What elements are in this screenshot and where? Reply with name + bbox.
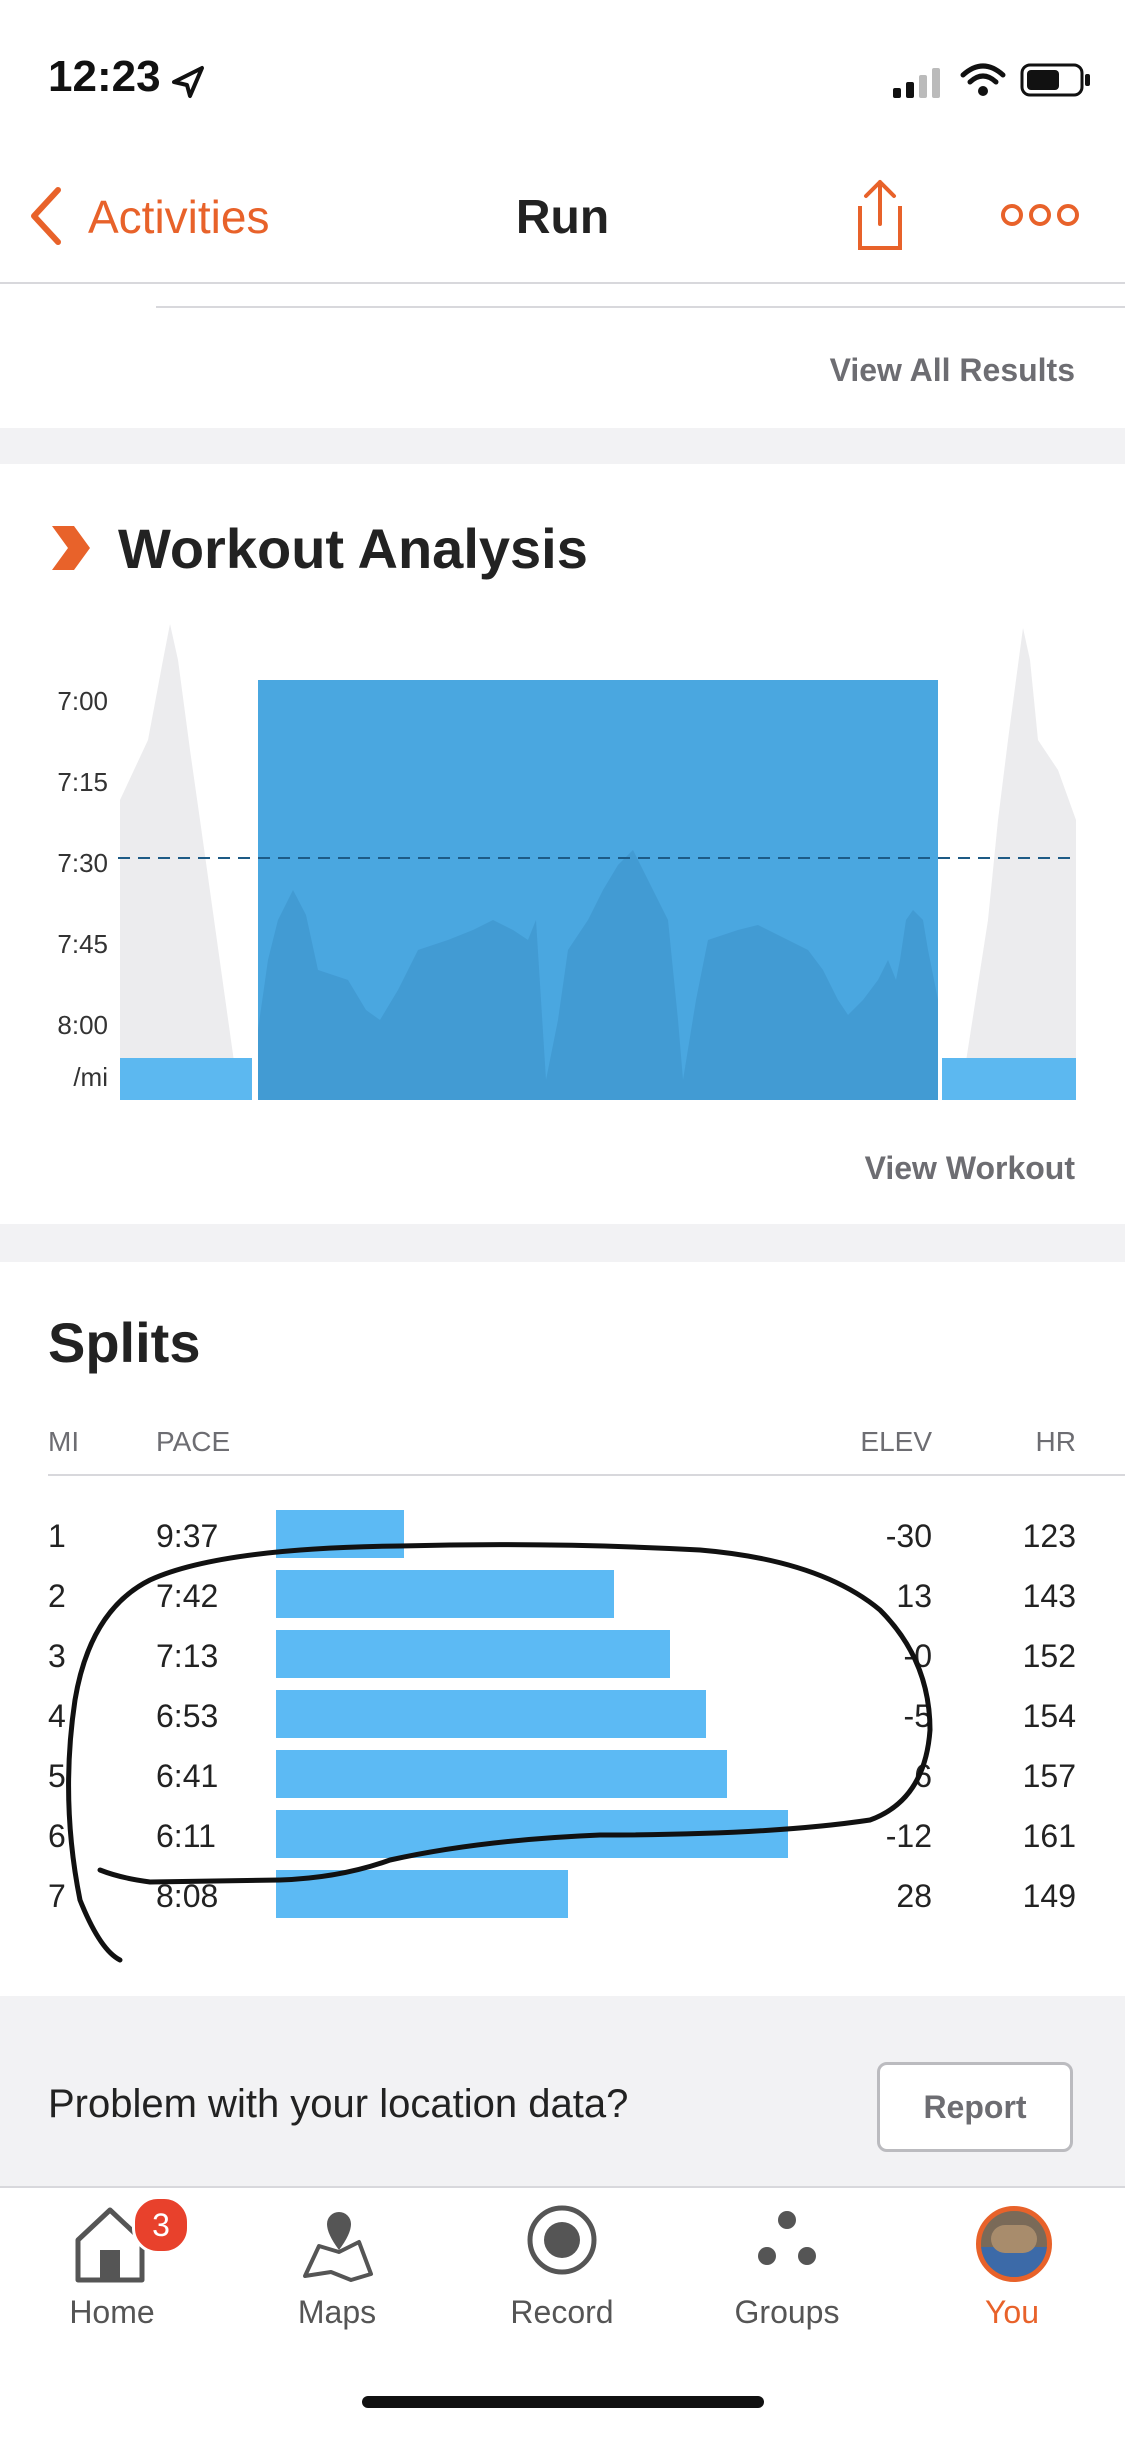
splits-header-elev: ELEV [860, 1426, 932, 1457]
split-mile: 4 [48, 1698, 66, 1734]
share-icon[interactable] [852, 176, 908, 254]
pace-tick: 7:30 [57, 848, 108, 878]
nav-bar [0, 160, 1125, 284]
split-mile: 3 [48, 1638, 66, 1674]
more-options-icon[interactable] [1000, 200, 1080, 230]
split-heart-rate: 123 [1022, 1518, 1076, 1554]
view-workout-link[interactable]: View Workout [864, 1150, 1075, 1186]
split-mile: 1 [48, 1518, 66, 1554]
cooldown-pace-area [960, 628, 1076, 1100]
split-pace-bar [276, 1570, 614, 1618]
split-pace: 6:41 [156, 1758, 219, 1794]
split-elevation: 6 [914, 1758, 932, 1794]
home-indicator [362, 2396, 764, 2408]
location-problem-text: Problem with your location data? [48, 2082, 629, 2126]
split-pace: 7:42 [156, 1578, 219, 1614]
tab-label: Home [69, 2294, 155, 2330]
wifi-icon [960, 63, 1006, 96]
split-pace: 9:37 [156, 1518, 219, 1554]
split-heart-rate: 161 [1022, 1818, 1076, 1854]
splits-header-divider [48, 1474, 1125, 1476]
splits-header-mi: MI [48, 1426, 80, 1457]
warmup-pace-area [120, 624, 238, 1100]
maps-icon [303, 2212, 373, 2282]
view-all-results-link[interactable]: View All Results [829, 352, 1075, 388]
tab-maps[interactable]: Maps [247, 2196, 427, 2336]
workout-chevron-icon [52, 526, 90, 570]
splits-header-pace: PACE [156, 1426, 231, 1457]
split-heart-rate: 143 [1022, 1578, 1076, 1614]
splits-title: Splits [48, 1311, 201, 1374]
tab-label: Maps [297, 2294, 377, 2330]
pace-tick: 7:45 [57, 929, 108, 959]
split-mile: 2 [48, 1578, 66, 1614]
report-button[interactable]: Report [877, 2062, 1073, 2152]
split-pace: 6:11 [156, 1818, 216, 1854]
tab-record[interactable]: Record [472, 2196, 652, 2336]
tab-groups[interactable]: Groups [697, 2196, 877, 2336]
divider [156, 306, 1125, 308]
back-button[interactable]: Activities [88, 191, 270, 243]
battery-icon [1020, 63, 1090, 97]
split-pace: 6:53 [156, 1698, 219, 1734]
pace-tick: 7:00 [57, 686, 108, 716]
results-card [0, 284, 1125, 428]
split-elevation: -12 [885, 1818, 932, 1854]
avatar [976, 2206, 1052, 2282]
tab-home[interactable]: 3 Home [22, 2196, 202, 2336]
status-time: 12:23 [48, 52, 161, 101]
workout-analysis-title: Workout Analysis [118, 517, 588, 580]
pace-unit: /mi [73, 1062, 108, 1092]
split-mile: 7 [48, 1878, 66, 1914]
split-pace-bar [276, 1690, 706, 1738]
tab-label: You [985, 2294, 1039, 2330]
chevron-left-icon[interactable] [26, 186, 66, 246]
split-heart-rate: 157 [1022, 1758, 1076, 1794]
split-elevation: -30 [885, 1518, 932, 1554]
tab-you[interactable]: You [922, 2196, 1102, 2336]
warmup-bar [120, 1058, 252, 1100]
groups-icon [758, 2211, 816, 2265]
hand-drawn-annotation [66, 1542, 933, 1963]
split-mile: 6 [48, 1818, 66, 1854]
record-icon [527, 2205, 597, 2275]
split-elevation: 28 [896, 1878, 932, 1914]
splits-header-hr: HR [1035, 1426, 1076, 1457]
location-arrow-icon [172, 66, 204, 98]
split-pace-bar [276, 1750, 727, 1798]
pace-tick: 8:00 [57, 1010, 108, 1040]
tab-label: Groups [734, 2294, 840, 2330]
split-heart-rate: 154 [1022, 1698, 1076, 1734]
split-pace: 7:13 [156, 1638, 219, 1674]
page-title: Run [515, 191, 610, 244]
pace-tick: 7:15 [57, 767, 108, 797]
split-heart-rate: 152 [1022, 1638, 1076, 1674]
split-elevation: 13 [896, 1578, 932, 1614]
split-pace-bar [276, 1630, 670, 1678]
split-mile: 5 [48, 1758, 66, 1794]
interval-pace-profile [258, 850, 938, 1100]
notification-badge: 3 [132, 2196, 190, 2254]
workout-pace-chart[interactable] [118, 620, 1078, 1102]
tab-label: Record [510, 2294, 614, 2330]
cellular-signal-icon [893, 68, 940, 98]
cooldown-bar [942, 1058, 1076, 1100]
home-icon [75, 2207, 145, 2283]
split-heart-rate: 149 [1022, 1878, 1076, 1914]
